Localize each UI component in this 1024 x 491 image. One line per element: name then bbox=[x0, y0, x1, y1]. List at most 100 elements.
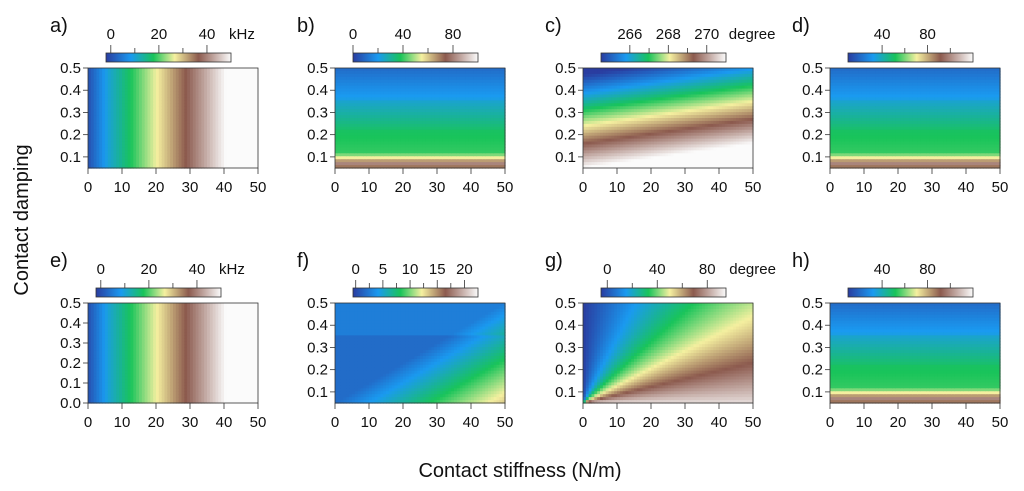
heatmap-cell bbox=[153, 144, 157, 149]
heatmap-cell bbox=[411, 73, 415, 78]
heatmap-cell bbox=[651, 97, 655, 101]
heatmap-cell bbox=[583, 147, 587, 151]
heatmap-cell bbox=[153, 162, 157, 166]
heatmap-cell bbox=[605, 144, 610, 149]
heatmap-cell bbox=[403, 153, 407, 157]
heatmap-cell bbox=[198, 135, 202, 140]
heatmap-cell bbox=[468, 82, 472, 87]
heatmap-cell bbox=[90, 73, 95, 78]
heatmap-cell bbox=[369, 106, 373, 110]
heatmap-cell bbox=[442, 82, 447, 87]
heatmap-cell bbox=[585, 156, 590, 160]
heatmap-cell bbox=[170, 135, 174, 140]
heatmap-cell bbox=[133, 165, 137, 169]
heatmap-cell bbox=[335, 159, 339, 163]
heatmap-cell bbox=[198, 70, 202, 75]
heatmap-cell bbox=[490, 159, 495, 163]
heatmap-cell bbox=[628, 100, 632, 104]
heatmap-cell bbox=[105, 123, 109, 128]
heatmap-cell bbox=[383, 147, 387, 151]
heatmap-cell bbox=[600, 85, 604, 90]
heatmap-cell bbox=[394, 109, 398, 113]
heatmap-cell bbox=[631, 94, 635, 99]
heatmap-cell bbox=[133, 70, 137, 75]
heatmap-cell bbox=[198, 103, 202, 107]
heatmap-cell bbox=[178, 70, 183, 75]
heatmap-cell bbox=[369, 135, 373, 140]
heatmap-cell bbox=[337, 138, 342, 143]
heatmap-cell bbox=[246, 109, 251, 113]
heatmap-cell bbox=[119, 120, 123, 125]
heatmap-cell bbox=[144, 138, 149, 143]
heatmap-cell bbox=[405, 141, 410, 146]
heatmap-cell bbox=[465, 115, 469, 119]
heatmap-cell bbox=[591, 82, 595, 87]
heatmap-cell bbox=[96, 79, 100, 84]
heatmap-cell bbox=[226, 120, 231, 125]
heatmap-cell bbox=[349, 159, 353, 163]
heatmap-cell bbox=[431, 165, 435, 169]
heatmap-cell bbox=[241, 112, 245, 116]
heatmap-cell bbox=[243, 144, 248, 149]
heatmap-cell bbox=[238, 132, 242, 137]
heatmap-cell bbox=[437, 97, 441, 101]
heatmap-cell bbox=[588, 138, 593, 143]
heatmap-cell bbox=[201, 88, 205, 93]
heatmap-cell bbox=[645, 100, 649, 104]
heatmap-cell bbox=[246, 141, 251, 146]
heatmap-cell bbox=[110, 162, 115, 166]
heatmap-cell bbox=[420, 135, 424, 140]
heatmap-cell bbox=[349, 91, 353, 96]
panels: a)0 10 20 30 40 500.10.20.30.40.50 20 40 kHz b)0 1… bbox=[50, 15, 1008, 431]
heatmap-cell bbox=[192, 68, 197, 72]
heatmap-cell bbox=[212, 106, 217, 110]
heatmap-cell bbox=[468, 144, 472, 149]
heatmap-cell bbox=[113, 76, 117, 81]
heatmap-cell bbox=[178, 73, 183, 78]
heatmap-cell bbox=[417, 82, 421, 87]
heatmap-cell bbox=[360, 70, 364, 75]
heatmap-cell bbox=[611, 150, 615, 154]
heatmap-cell bbox=[485, 91, 489, 96]
heatmap-cell bbox=[357, 129, 362, 134]
heatmap-cell bbox=[352, 73, 356, 78]
heatmap-cell bbox=[588, 129, 593, 134]
heatmap-cell bbox=[204, 109, 208, 113]
heatmap-cell bbox=[374, 70, 379, 75]
heatmap-cell bbox=[107, 106, 112, 110]
heatmap-cell bbox=[439, 144, 444, 149]
heatmap-cell bbox=[499, 97, 503, 101]
heatmap-cell bbox=[639, 94, 644, 99]
heatmap-cell bbox=[158, 100, 163, 104]
heatmap-cell bbox=[243, 150, 248, 154]
heatmap-cell bbox=[648, 141, 652, 146]
heatmap-cell bbox=[88, 141, 92, 146]
heatmap-cell bbox=[642, 126, 646, 131]
heatmap-cell bbox=[594, 159, 598, 163]
heatmap-cell bbox=[642, 112, 646, 116]
heatmap-cell bbox=[363, 85, 367, 90]
heatmap-cell bbox=[594, 162, 598, 166]
heatmap-cell bbox=[597, 70, 601, 75]
heatmap-cell bbox=[411, 68, 415, 72]
heatmap-cell bbox=[617, 147, 621, 151]
heatmap-cell bbox=[198, 132, 202, 137]
heatmap-cell bbox=[408, 85, 413, 90]
heatmap-cell bbox=[96, 138, 100, 143]
heatmap-cell bbox=[636, 112, 641, 116]
heatmap-cell bbox=[130, 129, 134, 134]
heatmap-cell bbox=[403, 115, 407, 119]
heatmap-cell bbox=[119, 129, 123, 134]
heatmap-cell bbox=[184, 94, 188, 99]
heatmap-cell bbox=[352, 138, 356, 143]
heatmap-cell bbox=[380, 103, 384, 107]
heatmap-cell bbox=[170, 144, 174, 149]
heatmap-cell bbox=[366, 112, 370, 116]
heatmap-cell bbox=[352, 79, 356, 84]
heatmap-cell bbox=[434, 91, 438, 96]
heatmap-cell bbox=[209, 120, 214, 125]
heatmap-cell bbox=[232, 76, 236, 81]
heatmap-cell bbox=[173, 153, 177, 157]
heatmap-cell bbox=[153, 76, 157, 81]
heatmap-cell bbox=[232, 129, 236, 134]
